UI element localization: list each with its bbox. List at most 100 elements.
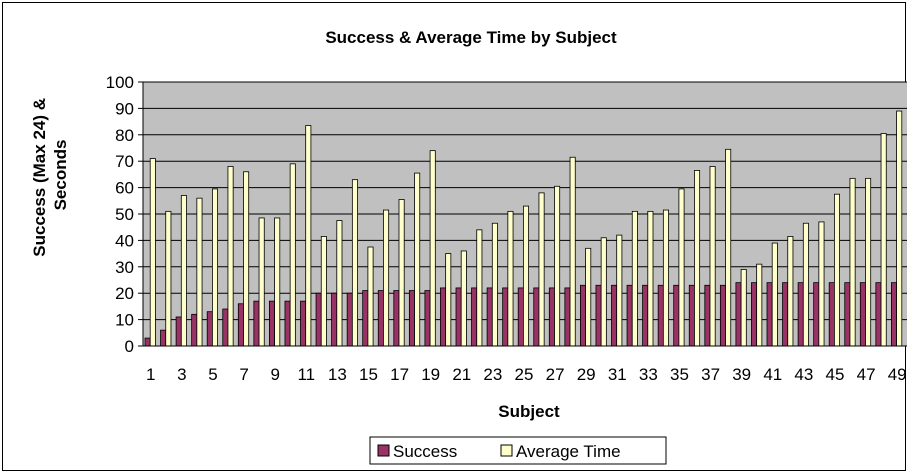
bar-success	[797, 282, 804, 347]
bar-average-time	[383, 209, 390, 347]
x-tick-label: 41	[763, 365, 782, 384]
legend-swatch-success	[377, 444, 390, 457]
y-tick-label: 80	[115, 126, 134, 145]
bar-success	[642, 284, 649, 347]
x-tick-label: 13	[328, 365, 347, 384]
bar-success	[766, 282, 773, 347]
x-tick-label: 7	[239, 365, 248, 384]
bar-average-time	[196, 197, 203, 347]
x-tick-label: 15	[359, 365, 378, 384]
y-tick-label: 70	[115, 152, 134, 171]
x-tick-label: 49	[888, 365, 907, 384]
legend-label-average-time: Average Time	[516, 442, 621, 461]
bar-average-time	[865, 177, 872, 347]
bar-average-time	[600, 237, 607, 347]
bar-success	[859, 282, 866, 347]
bar-success	[517, 287, 524, 347]
x-tick-label: 27	[546, 365, 565, 384]
bar-average-time	[585, 247, 592, 347]
x-tick-label: 3	[177, 365, 186, 384]
x-axis-title: Subject	[498, 402, 560, 421]
x-tick-label: 1	[146, 365, 155, 384]
bar-average-time	[631, 210, 638, 347]
x-axis-ticks: 1 3 5 7 9 11 13 15 17 19 21 23 25 27 29 31 33 35 37 39 41 43 4…	[146, 365, 907, 384]
bar-success	[440, 287, 447, 347]
bar-average-time	[398, 199, 405, 347]
y-tick-label: 0	[125, 337, 134, 356]
y-tick-label: 90	[115, 99, 134, 118]
bar-average-time	[694, 170, 701, 347]
bar-average-time	[802, 222, 809, 347]
bar-average-time	[647, 210, 654, 347]
bar-success	[315, 292, 322, 347]
bar-average-time	[662, 209, 669, 347]
chart-title: Success & Average Time by Subject	[325, 28, 617, 47]
legend-label-success: Success	[393, 442, 457, 461]
bar-average-time	[491, 222, 498, 347]
bar-success	[502, 287, 509, 347]
bar-average-time	[429, 150, 436, 347]
bar-success	[782, 282, 789, 347]
bar-average-time	[445, 253, 452, 347]
x-tick-label: 39	[732, 365, 751, 384]
y-axis-title-line-1: Success (Max 24) &	[30, 98, 49, 257]
bar-success	[875, 282, 882, 347]
legend: Success Average Time	[369, 436, 667, 465]
x-tick-label: 29	[577, 365, 596, 384]
bar-average-time	[756, 263, 763, 347]
bar-success	[237, 303, 244, 347]
bar-success	[828, 282, 835, 347]
x-tick-label: 35	[670, 365, 689, 384]
x-tick-label: 5	[208, 365, 217, 384]
bar-average-time	[538, 192, 545, 347]
bar-average-time	[180, 195, 187, 347]
x-tick-label: 45	[826, 365, 845, 384]
bar-average-time	[616, 234, 623, 347]
bar-success	[175, 316, 182, 347]
x-tick-label: 47	[857, 365, 876, 384]
bar-average-time	[849, 177, 856, 347]
chart: Success & Average Time by Subject 0 10 20 3…	[30, 28, 907, 465]
bar-average-time	[320, 236, 327, 347]
bar-average-time	[336, 220, 343, 347]
bar-success	[595, 284, 602, 347]
bar-average-time	[569, 156, 576, 347]
x-tick-label: 23	[483, 365, 502, 384]
bar-success	[844, 282, 851, 347]
bar-average-time	[243, 171, 250, 347]
bar-average-time	[258, 217, 265, 347]
y-tick-label: 30	[115, 258, 134, 277]
bar-success	[673, 284, 680, 347]
bar-success	[206, 311, 213, 347]
bar-average-time	[351, 179, 358, 347]
bar-success	[564, 287, 571, 347]
bar-success	[284, 300, 291, 347]
bar-success	[300, 300, 307, 347]
bar-success	[160, 329, 167, 347]
bar-average-time	[523, 205, 530, 347]
y-tick-label: 20	[115, 284, 134, 303]
bar-success	[548, 287, 555, 347]
bar-average-time	[896, 110, 903, 347]
bar-success	[751, 282, 758, 347]
bar-success	[719, 284, 726, 347]
x-tick-label: 43	[794, 365, 813, 384]
bar-success	[393, 290, 400, 347]
bar-success	[471, 287, 478, 347]
bar-average-time	[227, 166, 234, 347]
bar-average-time	[367, 246, 374, 347]
bar-success	[626, 284, 633, 347]
y-axis-ticks: 0 10 20 30 40 50 60 70 80 90 100	[106, 73, 144, 356]
x-tick-label: 9	[270, 365, 279, 384]
y-tick-label: 50	[115, 205, 134, 224]
y-tick-label: 100	[106, 73, 134, 92]
x-tick-label: 25	[515, 365, 534, 384]
legend-box	[369, 436, 667, 465]
bars	[144, 110, 903, 347]
bar-average-time	[709, 166, 716, 347]
bar-average-time	[211, 188, 218, 347]
bar-average-time	[507, 210, 514, 347]
x-tick-label: 11	[297, 365, 315, 384]
y-tick-label: 10	[115, 311, 134, 330]
bar-success	[486, 287, 493, 347]
